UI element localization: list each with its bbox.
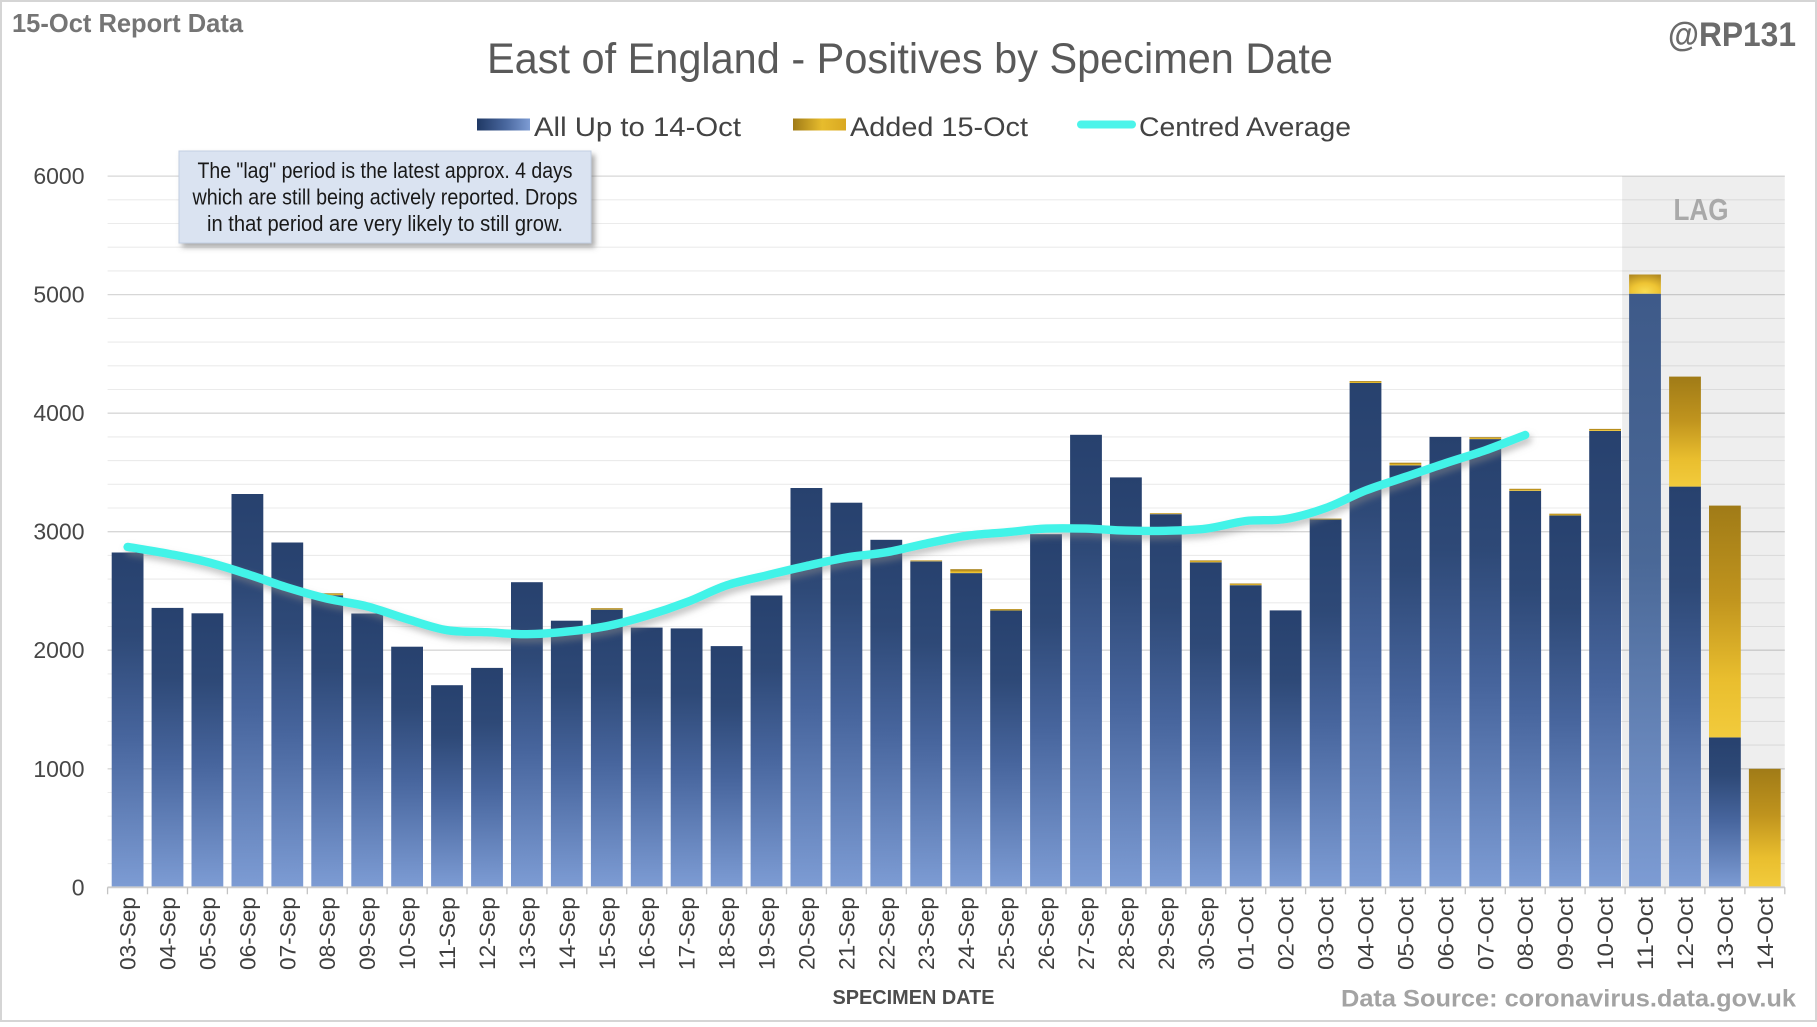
svg-text:07-Sep: 07-Sep: [275, 897, 300, 970]
svg-text:12-Sep: 12-Sep: [475, 897, 500, 970]
svg-text:5000: 5000: [33, 282, 84, 308]
svg-text:24-Sep: 24-Sep: [954, 897, 979, 970]
svg-text:2000: 2000: [33, 637, 84, 663]
svg-text:28-Sep: 28-Sep: [1114, 897, 1139, 970]
svg-text:Centred Average: Centred Average: [1139, 112, 1351, 142]
svg-text:1000: 1000: [33, 756, 84, 782]
svg-text:04-Sep: 04-Sep: [156, 897, 181, 970]
svg-text:08-Oct: 08-Oct: [1513, 897, 1538, 970]
svg-text:27-Sep: 27-Sep: [1074, 897, 1099, 970]
svg-text:in that period are very likely: in that period are very likely to still …: [207, 211, 563, 236]
svg-text:East of England - Positives by: East of England - Positives by Specimen …: [487, 35, 1333, 83]
svg-text:13-Oct: 13-Oct: [1713, 897, 1738, 970]
svg-text:07-Oct: 07-Oct: [1473, 897, 1498, 970]
svg-text:03-Sep: 03-Sep: [116, 897, 141, 970]
svg-text:08-Sep: 08-Sep: [315, 897, 340, 970]
svg-text:29-Sep: 29-Sep: [1154, 897, 1179, 970]
svg-text:20-Sep: 20-Sep: [794, 897, 819, 970]
svg-text:3000: 3000: [33, 519, 84, 545]
svg-text:05-Oct: 05-Oct: [1393, 897, 1418, 970]
svg-text:6000: 6000: [33, 163, 84, 189]
svg-text:15-Sep: 15-Sep: [595, 897, 620, 970]
svg-text:03-Oct: 03-Oct: [1314, 897, 1339, 970]
svg-text:@RP131: @RP131: [1668, 16, 1796, 54]
svg-text:11-Sep: 11-Sep: [435, 897, 460, 970]
svg-text:Added 15-Oct: Added 15-Oct: [850, 112, 1029, 142]
svg-text:09-Sep: 09-Sep: [355, 897, 380, 970]
svg-text:0: 0: [72, 874, 85, 900]
svg-text:14-Oct: 14-Oct: [1753, 897, 1778, 970]
svg-text:11-Oct: 11-Oct: [1633, 897, 1658, 970]
svg-text:19-Sep: 19-Sep: [755, 897, 780, 970]
svg-text:4000: 4000: [33, 400, 84, 426]
svg-text:26-Sep: 26-Sep: [1034, 897, 1059, 970]
svg-text:10-Sep: 10-Sep: [395, 897, 420, 970]
svg-text:04-Oct: 04-Oct: [1354, 897, 1379, 970]
svg-text:SPECIMEN DATE: SPECIMEN DATE: [833, 987, 995, 1009]
svg-text:18-Sep: 18-Sep: [715, 897, 740, 970]
svg-text:23-Sep: 23-Sep: [914, 897, 939, 970]
svg-text:13-Sep: 13-Sep: [515, 897, 540, 970]
svg-text:01-Oct: 01-Oct: [1234, 897, 1259, 970]
svg-text:Data Source: coronavirus.data.: Data Source: coronavirus.data.gov.uk: [1341, 986, 1797, 1013]
svg-text:09-Oct: 09-Oct: [1553, 897, 1578, 970]
svg-text:06-Oct: 06-Oct: [1433, 897, 1458, 970]
svg-text:22-Sep: 22-Sep: [874, 897, 899, 970]
svg-text:All Up to 14-Oct: All Up to 14-Oct: [534, 112, 742, 142]
svg-text:16-Sep: 16-Sep: [635, 897, 660, 970]
svg-text:30-Sep: 30-Sep: [1194, 897, 1219, 970]
svg-text:LAG: LAG: [1674, 192, 1729, 227]
svg-text:06-Sep: 06-Sep: [235, 897, 260, 970]
svg-text:which are still being actively: which are still being actively reported.…: [192, 185, 578, 210]
svg-text:10-Oct: 10-Oct: [1593, 897, 1618, 970]
svg-text:21-Sep: 21-Sep: [834, 897, 859, 970]
svg-text:The "lag" period is the latest: The "lag" period is the latest approx. 4…: [198, 158, 573, 183]
svg-text:12-Oct: 12-Oct: [1673, 897, 1698, 970]
svg-text:02-Oct: 02-Oct: [1274, 897, 1299, 970]
svg-text:25-Sep: 25-Sep: [994, 897, 1019, 970]
svg-text:05-Sep: 05-Sep: [195, 897, 220, 970]
svg-text:14-Sep: 14-Sep: [555, 897, 580, 970]
svg-text:17-Sep: 17-Sep: [675, 897, 700, 970]
svg-text:15-Oct Report Data: 15-Oct Report Data: [12, 8, 244, 38]
